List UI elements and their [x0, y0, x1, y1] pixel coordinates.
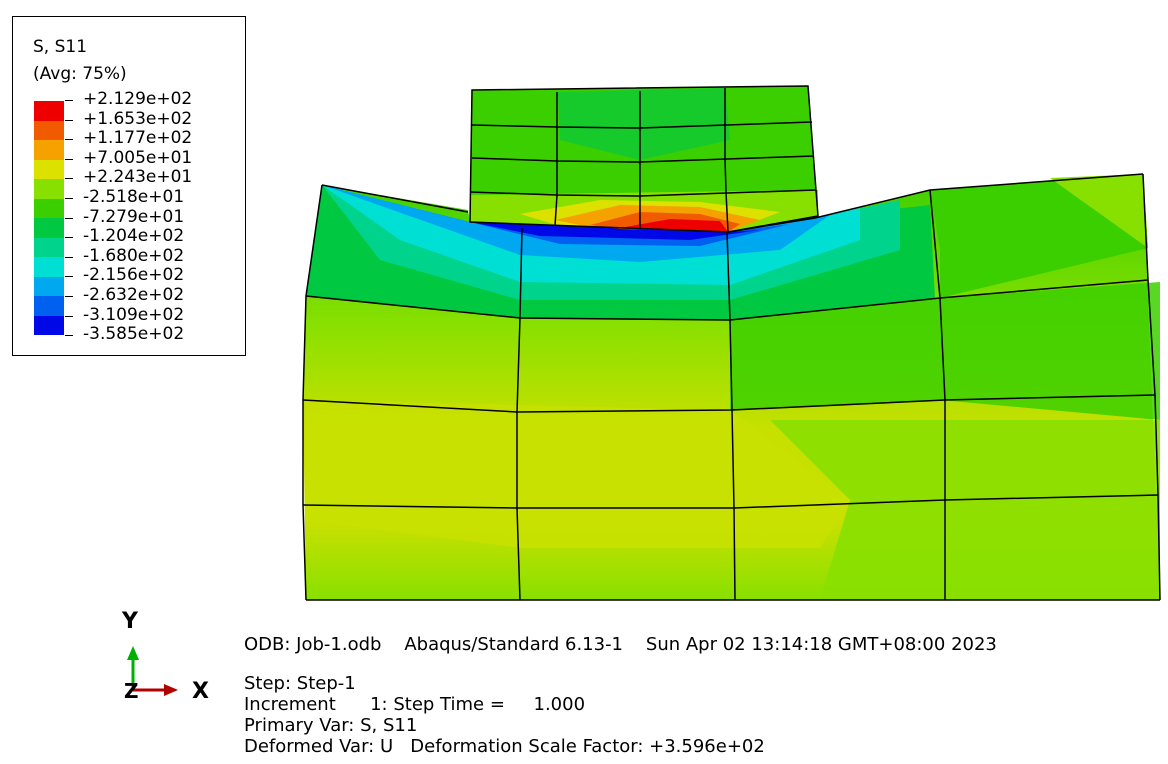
base-block: [302, 173, 1161, 601]
increment-info-line: Increment 1: Step Time = 1.000: [244, 694, 586, 715]
legend-value: +1.177e+02: [65, 129, 192, 149]
triad-x-label: X: [192, 679, 209, 704]
legend-value: +2.129e+02: [65, 89, 192, 110]
legend-value: +1.653e+02: [65, 109, 192, 130]
step-info-line: Step: Step-1: [244, 673, 356, 694]
legend-value: -3.109e+02: [65, 305, 192, 326]
legend-value: +2.243e+01: [65, 168, 192, 188]
legend-swatch: [34, 218, 64, 238]
base-right-upper: [730, 282, 1160, 420]
axis-triad: Y Z X: [121, 609, 209, 704]
legend-color-bar: [34, 101, 64, 335]
legend-value: -1.204e+02: [65, 227, 192, 247]
y-axis-arrowhead: [127, 646, 139, 660]
indenter-band-top-green: [558, 88, 730, 160]
legend-swatch: [34, 140, 64, 160]
legend-swatch: [34, 159, 64, 179]
primary-var-line: Primary Var: S, S11: [244, 715, 418, 736]
legend-swatch: [34, 101, 64, 121]
legend-averaging: (Avg: 75%): [33, 64, 127, 84]
legend-swatch: [34, 315, 64, 335]
indenter-mesh: [469, 85, 819, 233]
legend-swatch: [34, 257, 64, 277]
x-axis-arrowhead: [164, 684, 178, 696]
legend-swatch: [34, 276, 64, 296]
legend-title: S, S11: [33, 37, 88, 57]
deformed-var-line: Deformed Var: U Deformation Scale Factor…: [244, 736, 765, 757]
legend-value: -2.518e+01: [65, 187, 192, 208]
legend-value: -1.680e+02: [65, 246, 192, 267]
legend-value: -3.585e+02: [65, 325, 192, 345]
base-corner-tint: [1050, 174, 1148, 248]
legend-swatch: [34, 198, 64, 218]
legend-swatch: [34, 296, 64, 316]
legend-value: -2.156e+02: [65, 266, 192, 286]
contour-legend: S, S11 (Avg: 75%) +2.129e+02 +1.653e+02 +1…: [12, 16, 246, 356]
legend-value: +7.005e+01: [65, 148, 192, 169]
base-yellow-band: [306, 400, 850, 548]
contact-band-deepblue: [470, 222, 760, 240]
base-right-region: [770, 420, 1160, 600]
base-mesh: [302, 173, 1161, 601]
indenter-block: [469, 85, 819, 233]
legend-swatch: [34, 237, 64, 257]
legend-value: -7.279e+01: [65, 207, 192, 228]
triad-z-label: Z: [124, 679, 139, 703]
legend-swatch: [34, 179, 64, 199]
legend-swatch: [34, 120, 64, 140]
legend-values: +2.129e+02 +1.653e+02 +1.177e+02 +7.005e+01…: [65, 89, 192, 345]
odb-info-line: ODB: Job-1.odb Abaqus/Standard 6.13-1 Su…: [244, 634, 997, 655]
triad-y-label: Y: [121, 609, 139, 634]
legend-value: -2.632e+02: [65, 285, 192, 306]
